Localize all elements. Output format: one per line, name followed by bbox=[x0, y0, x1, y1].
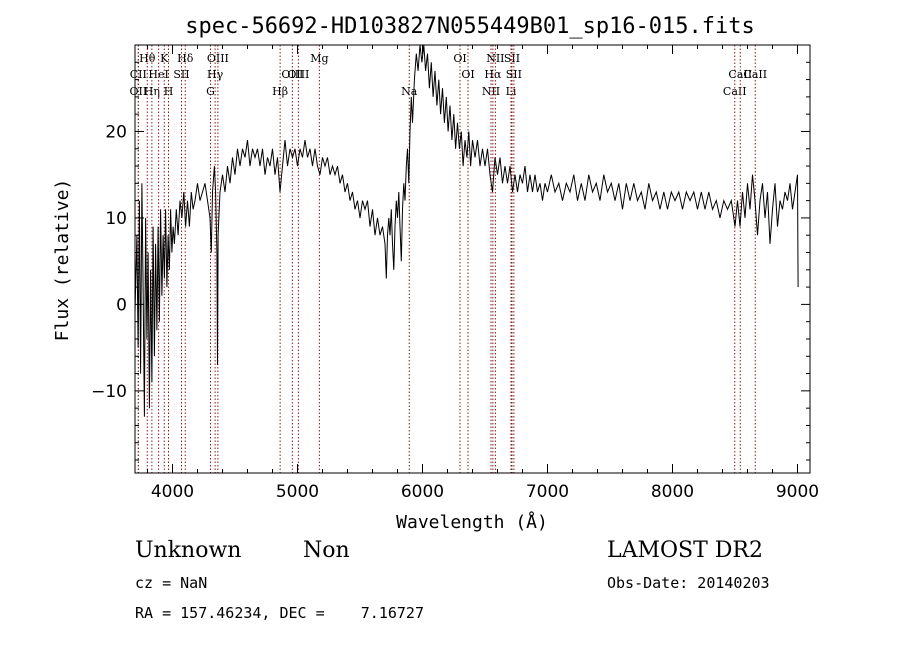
line-marker-label: Hδ bbox=[177, 52, 194, 65]
y-tick-label: 0 bbox=[116, 295, 127, 315]
line-marker-label: G bbox=[206, 85, 215, 98]
line-marker-label: K bbox=[160, 52, 169, 65]
line-marker-label: SII bbox=[173, 68, 189, 81]
x-tick-label: 7000 bbox=[526, 482, 569, 502]
line-marker-label: CaII bbox=[743, 68, 767, 81]
line-marker-label: Na bbox=[401, 85, 418, 98]
line-marker-label: H bbox=[164, 85, 174, 98]
redshift-label: cz = NaN bbox=[135, 574, 208, 592]
spectrum-series bbox=[134, 44, 799, 417]
survey-label: LAMOST DR2 bbox=[607, 538, 763, 563]
plot-frame bbox=[134, 44, 811, 474]
line-marker-label: CaII bbox=[728, 68, 752, 81]
line-marker-label: OII bbox=[130, 85, 148, 98]
x-tick-label: 5000 bbox=[276, 482, 319, 502]
y-tick-label: 20 bbox=[105, 122, 127, 142]
y-tick-label: 10 bbox=[105, 209, 127, 229]
classification-label: Unknown bbox=[135, 538, 242, 563]
subclass-label: Non bbox=[303, 538, 350, 563]
line-marker-label: Hβ bbox=[272, 85, 288, 98]
line-marker-label: OIII bbox=[287, 68, 309, 81]
x-axis: 4000 5000 6000 7000 8000 9000 bbox=[147, 45, 819, 502]
line-marker-label: OI bbox=[461, 68, 474, 81]
line-marker-label: HeI bbox=[148, 68, 168, 81]
y-tick-label: −10 bbox=[91, 382, 127, 402]
line-marker-label: OI bbox=[453, 52, 466, 65]
line-marker-label: Li bbox=[506, 85, 517, 98]
line-marker-label: OIII bbox=[207, 52, 229, 65]
x-tick-label: 8000 bbox=[651, 482, 694, 502]
line-marker-label: SII bbox=[506, 68, 522, 81]
y-axis-label: Flux (relative) bbox=[52, 179, 73, 342]
x-tick-label: 9000 bbox=[776, 482, 819, 502]
obs-date-label: Obs-Date: 20140203 bbox=[607, 574, 770, 592]
line-marker-label: SII bbox=[504, 52, 520, 65]
line-marker-label: NII bbox=[482, 85, 500, 98]
line-marker-label: Hη bbox=[144, 85, 160, 98]
x-tick-label: 4000 bbox=[151, 482, 194, 502]
spectral-line-markers: CIIOIIHθHηHeIKHSIIHδGHγOIIIHβOIIIOIIIMgN… bbox=[130, 45, 767, 473]
line-marker-label: Hγ bbox=[207, 68, 224, 81]
y-axis: −10 0 10 20 bbox=[91, 61, 810, 461]
line-marker-label: Hθ bbox=[139, 52, 156, 65]
line-marker-label: CaII bbox=[723, 85, 747, 98]
x-tick-label: 6000 bbox=[401, 482, 444, 502]
line-marker-label: NII bbox=[486, 52, 504, 65]
x-axis-label: Wavelength (Å) bbox=[396, 511, 548, 533]
spectrum-line bbox=[134, 44, 799, 417]
line-marker-label: Hα bbox=[484, 68, 502, 81]
coordinates-label: RA = 157.46234, DEC = 7.16727 bbox=[135, 604, 424, 622]
line-marker-label: Mg bbox=[310, 52, 328, 65]
chart-title: spec-56692-HD103827N055449B01_sp16-015.f… bbox=[185, 14, 755, 39]
